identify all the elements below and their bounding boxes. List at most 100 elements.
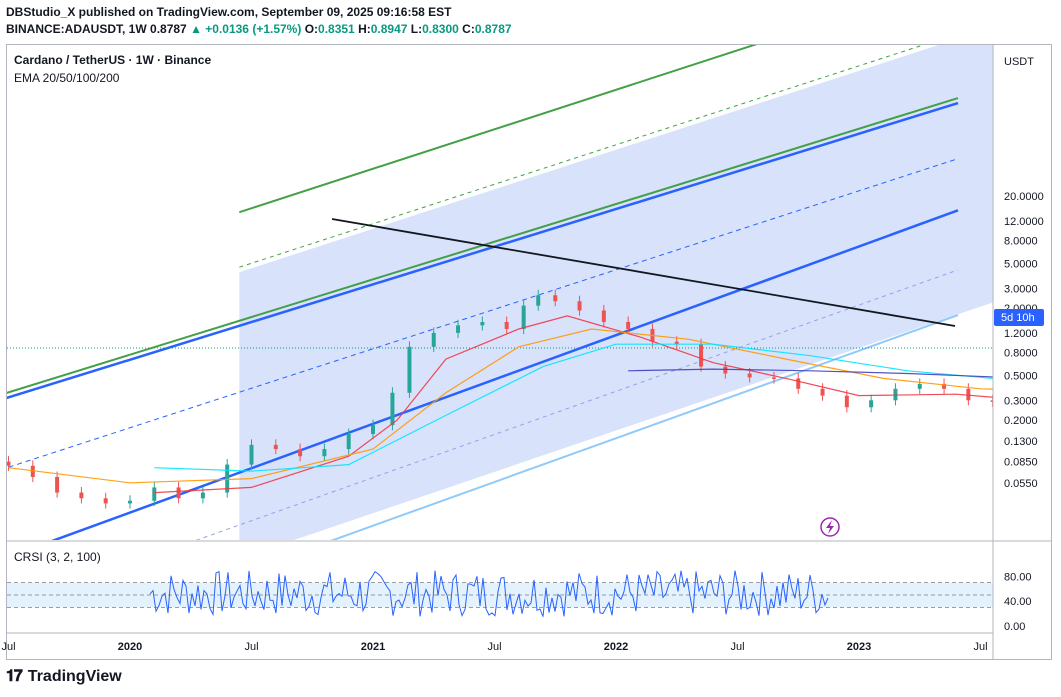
candle	[674, 341, 679, 345]
time-tick-label: 2021	[361, 641, 385, 653]
high-value: 0.8947	[370, 22, 408, 36]
candle	[966, 388, 971, 401]
candle	[103, 498, 108, 504]
candle	[225, 464, 230, 493]
candle	[79, 492, 84, 499]
candle	[152, 487, 157, 501]
high-label: H:	[358, 22, 371, 36]
price-tick-label: 0.5000	[1004, 370, 1038, 382]
price-tick-label: 0.2000	[1004, 415, 1038, 427]
chart-title: Cardano / TetherUS · 1W · Binance	[14, 53, 211, 67]
brand-name: TradingView	[27, 668, 122, 685]
time-tick-label: 2020	[118, 641, 142, 653]
ohlc-line: BINANCE:ADAUSDT, 1W 0.8787 ▲ +0.0136 (+1…	[6, 22, 512, 36]
price-tick-label: 0.0850	[1004, 457, 1038, 469]
candle	[601, 310, 606, 322]
symbol-label: BINANCE:ADAUSDT, 1W	[6, 22, 147, 36]
close-value: 0.8787	[474, 22, 512, 36]
candle	[521, 305, 526, 329]
candle	[480, 321, 485, 326]
close-label: C:	[462, 22, 475, 36]
candle	[431, 332, 436, 347]
ema-line-100	[154, 343, 993, 472]
candle	[990, 400, 993, 402]
channel-mid-green-line	[7, 97, 959, 394]
last-price: 0.8787	[150, 22, 187, 36]
candle	[1039, 407, 1043, 409]
candle	[30, 465, 35, 477]
crsi-tick-label: 80.00	[1004, 571, 1032, 583]
crsi-pane: 80.00 40.00 0.00	[7, 570, 1032, 633]
candle	[249, 444, 254, 465]
channel-lower-blue-line	[51, 209, 959, 540]
channel-upper-line	[239, 45, 758, 214]
price-badge	[994, 309, 1044, 326]
price-tick-label: 0.0550	[1004, 478, 1038, 490]
time-tick-label: 2023	[847, 641, 871, 653]
change-value: ▲ +0.0136 (+1.57%)	[190, 22, 302, 36]
candle	[504, 321, 509, 329]
open-label: O:	[304, 22, 319, 36]
price-tick-label: 5.0000	[1004, 258, 1038, 270]
price-badge-text: 5d 10h	[1001, 312, 1035, 324]
candle	[128, 500, 132, 504]
candle	[844, 395, 849, 408]
candle	[747, 373, 752, 378]
price-tick-label: 8.0000	[1004, 236, 1038, 248]
crsi-tick-label: 0.00	[1004, 621, 1025, 633]
time-tick-label: Jul	[244, 641, 258, 653]
lightning-icon[interactable]	[820, 517, 840, 537]
time-tick-label: 2022	[604, 641, 628, 653]
ema-line-200	[628, 368, 993, 378]
candle	[536, 295, 541, 306]
candle	[176, 487, 181, 499]
candle	[200, 492, 205, 499]
ema-legend: EMA 20/50/100/200	[14, 71, 120, 85]
candle	[796, 378, 801, 389]
price-tick-label: 12.0000	[1004, 216, 1044, 228]
candle	[626, 321, 631, 329]
currency-label: USDT	[1004, 56, 1034, 68]
crsi-tick-label: 40.00	[1004, 596, 1032, 608]
price-tick-label: 0.8000	[1004, 348, 1038, 360]
time-tick-label: Jul	[1, 641, 15, 653]
trend-line	[331, 218, 956, 327]
ema-line-50	[8, 328, 993, 484]
candle	[553, 295, 558, 302]
channel-mid-blue-line	[7, 101, 959, 400]
candle	[390, 392, 395, 426]
time-tick-label: Jul	[487, 641, 501, 653]
price-tick-label: 1.2000	[1004, 328, 1038, 340]
crsi-legend: CRSI (3, 2, 100)	[14, 550, 101, 564]
candle	[7, 461, 11, 466]
channel-dash-upper	[239, 45, 925, 268]
price-tick-label: 3.0000	[1004, 283, 1038, 295]
time-tick-label: Jul	[730, 641, 744, 653]
open-value: 0.8351	[318, 22, 355, 36]
crsi-line	[149, 570, 829, 618]
candle	[723, 366, 728, 374]
candle	[55, 476, 60, 493]
low-label: L:	[410, 22, 423, 36]
price-tick-label: 0.1300	[1004, 436, 1038, 448]
ema-line-20	[154, 315, 993, 494]
candle	[771, 377, 776, 379]
chart-frame	[6, 44, 1052, 660]
candle	[820, 388, 825, 396]
tradingview-logo-icon: 𝟏𝟕	[6, 668, 23, 685]
footer-brand: 𝟏𝟕 TradingView	[6, 668, 122, 686]
main-pane	[7, 45, 1043, 540]
channel-dash-mid	[7, 158, 959, 469]
candle	[456, 325, 461, 333]
channel-bottom-line	[330, 314, 959, 540]
candle	[322, 449, 327, 457]
price-tick-label: 0.3000	[1004, 395, 1038, 407]
candle	[917, 383, 922, 389]
candle	[273, 444, 278, 450]
candle	[869, 400, 874, 408]
low-value: 0.8300	[422, 22, 459, 36]
publish-info: DBStudio_X published on TradingView.com,…	[6, 5, 452, 19]
candle	[346, 433, 351, 450]
candle	[371, 425, 375, 434]
